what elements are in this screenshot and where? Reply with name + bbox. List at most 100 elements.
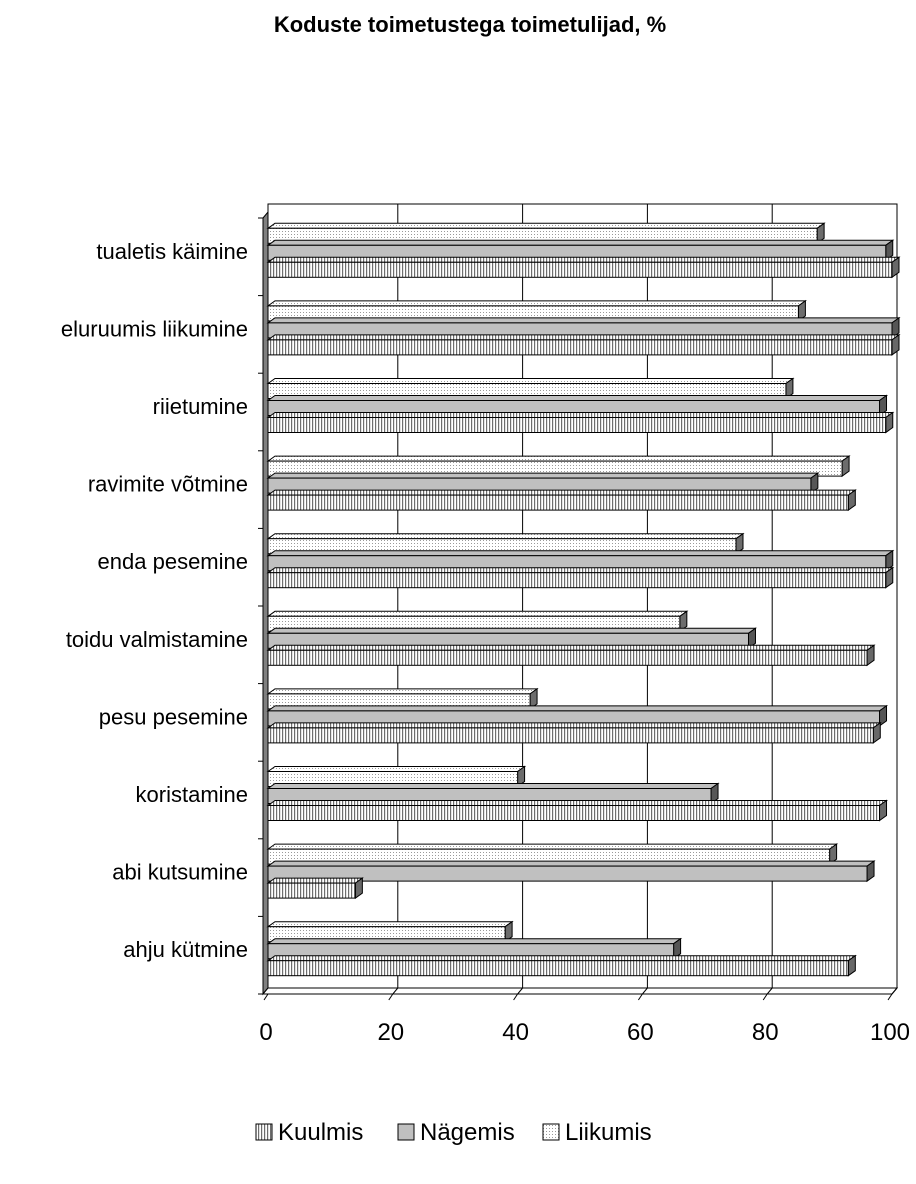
- bar-top: [266, 395, 889, 401]
- gridline-floor: [642, 987, 648, 995]
- bar: [266, 411, 895, 434]
- bar-top: [266, 610, 689, 617]
- x-axis: 0 20 40 60 80 100: [259, 993, 910, 1046]
- bar-top: [266, 766, 527, 772]
- bar-top: [266, 627, 758, 634]
- bar: [266, 299, 807, 322]
- category-label: ravimite võtmine: [88, 472, 248, 497]
- bar-front: [267, 727, 874, 744]
- legend-item: Kuulmis: [255, 1119, 363, 1146]
- category-label: enda pesemine: [98, 549, 248, 574]
- category-labels: tualetis käimine eluruumis liikumine riiet…: [61, 239, 248, 962]
- bar: [266, 455, 851, 478]
- bar-top: [266, 688, 539, 695]
- category-label: eluruumis liikumine: [61, 316, 248, 341]
- bars: [266, 222, 901, 977]
- bar-front: [267, 494, 849, 511]
- bar: [266, 472, 820, 495]
- bar: [266, 954, 857, 977]
- bar: [266, 333, 901, 356]
- category-label: riietumine: [153, 394, 248, 419]
- bar-front: [267, 960, 849, 977]
- x-tick: [887, 993, 893, 1001]
- bar-top: [266, 955, 857, 962]
- bar-top: [266, 378, 795, 384]
- bar: [266, 920, 514, 943]
- gridline-floor: [766, 987, 773, 995]
- legend-item: Nägemis: [397, 1119, 515, 1146]
- legend-swatch: [255, 1123, 273, 1141]
- legend-label: Kuulmis: [278, 1119, 363, 1146]
- side-wall: [262, 210, 269, 996]
- bar-front: [267, 417, 887, 433]
- bar: [266, 644, 876, 667]
- bar-top: [266, 256, 901, 263]
- category-label: toidu valmistamine: [66, 627, 248, 652]
- bar-front: [267, 649, 868, 666]
- x-tick-label: 100: [870, 1019, 910, 1046]
- bar-top: [266, 567, 895, 574]
- bar: [266, 704, 889, 727]
- floor: [261, 987, 899, 995]
- bar: [266, 843, 839, 866]
- x-tick-label: 40: [502, 1019, 529, 1046]
- bar-top: [266, 222, 826, 229]
- gridline-floor: [392, 987, 399, 995]
- bar-top: [266, 334, 901, 341]
- bar: [266, 877, 364, 900]
- bar: [266, 937, 683, 960]
- bar-top: [266, 800, 889, 806]
- x-tick: [388, 993, 394, 1001]
- bar-front: [267, 865, 868, 882]
- legend-swatch: [397, 1123, 415, 1141]
- bar-top: [266, 705, 889, 712]
- category-label: tualetis käimine: [96, 239, 248, 264]
- bar-top: [266, 843, 839, 850]
- bar-top: [266, 921, 514, 928]
- x-tick-label: 60: [627, 1019, 654, 1046]
- x-tick-label: 80: [752, 1019, 779, 1046]
- bar: [266, 532, 745, 555]
- bar: [266, 860, 876, 883]
- bar-top: [266, 239, 895, 246]
- bar-top: [266, 550, 895, 557]
- bar: [266, 256, 901, 279]
- category-label: ahju kütmine: [123, 937, 248, 962]
- bar-front: [267, 805, 881, 821]
- category-label: koristamine: [136, 782, 248, 807]
- bar-top: [266, 317, 901, 324]
- bar: [266, 687, 539, 710]
- bar-top: [266, 783, 720, 789]
- bar-top: [266, 722, 882, 729]
- bar-top: [266, 472, 820, 479]
- x-tick-label: 0: [259, 1019, 272, 1046]
- bar: [266, 222, 826, 245]
- bar-top: [266, 489, 857, 496]
- chart-title: Koduste toimetustega toimetulijad, %: [274, 12, 666, 37]
- x-tick: [637, 993, 643, 1001]
- bar: [266, 549, 895, 572]
- bar: [266, 765, 527, 788]
- bar-top: [266, 860, 876, 867]
- bar-top: [266, 300, 807, 307]
- bar-top: [266, 644, 876, 651]
- bar-front: [267, 261, 893, 278]
- bar: [266, 782, 720, 805]
- bar-front: [267, 572, 887, 589]
- category-label: abi kutsumine: [112, 860, 248, 885]
- x-tick-label: 20: [377, 1019, 404, 1046]
- legend-item: Liikumis: [542, 1119, 652, 1146]
- legend-label: Liikumis: [565, 1119, 652, 1146]
- bar-top: [266, 938, 683, 945]
- category-label: pesu pesemine: [99, 704, 248, 729]
- bar-front: [267, 882, 356, 899]
- legend-label: Nägemis: [420, 1119, 515, 1146]
- bar: [266, 239, 895, 262]
- bar: [266, 489, 857, 512]
- bar: [266, 566, 895, 589]
- bar-front: [267, 339, 893, 356]
- legend: Kuulmis Nägemis Liikumis: [255, 1119, 652, 1146]
- bar-top: [266, 533, 745, 540]
- bar-top: [266, 455, 851, 462]
